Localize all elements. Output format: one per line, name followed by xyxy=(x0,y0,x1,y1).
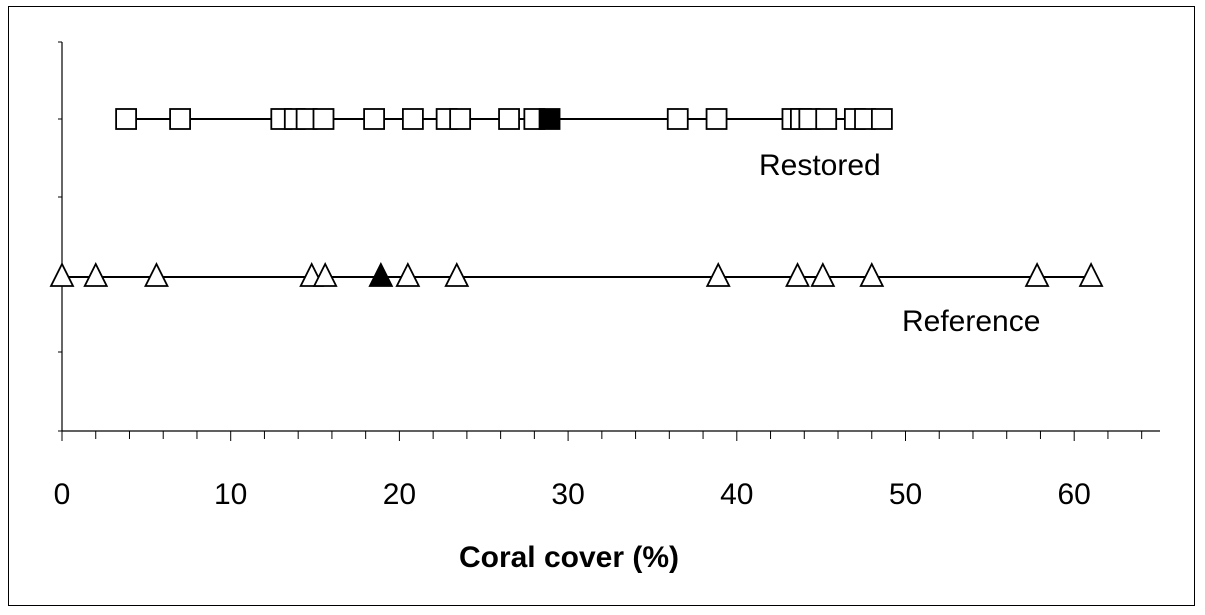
data-point-reference xyxy=(1078,261,1104,287)
series-label-restored: Restored xyxy=(759,149,881,182)
series-label-reference: Reference xyxy=(902,305,1040,338)
data-point-reference xyxy=(1024,261,1050,287)
mean-point-restored xyxy=(538,108,561,130)
data-point-restored xyxy=(115,108,138,130)
x-tick-labels: 0 10 20 30 40 50 60 xyxy=(54,478,1091,511)
data-point-restored xyxy=(363,108,385,130)
data-point-reference xyxy=(810,261,836,287)
data-point-restored xyxy=(449,108,472,130)
data-point-reference xyxy=(83,261,109,287)
data-point-reference xyxy=(312,261,338,287)
data-point-restored xyxy=(169,108,191,130)
mean-point-reference xyxy=(368,261,394,287)
chart-marks xyxy=(49,108,1104,287)
data-point-restored xyxy=(815,108,838,130)
data-point-reference xyxy=(49,261,75,287)
x-tick-label: 60 xyxy=(1058,478,1091,511)
data-point-reference xyxy=(859,261,885,287)
x-tick-label: 20 xyxy=(383,478,416,511)
data-point-reference xyxy=(444,261,470,287)
x-tick-label: 50 xyxy=(889,478,922,511)
data-point-reference xyxy=(144,261,169,287)
chart-frame: 0 10 20 30 40 50 60 Restored Reference Coral c… xyxy=(8,6,1195,606)
data-point-restored xyxy=(498,108,520,130)
x-tick-label: 0 xyxy=(54,478,71,511)
data-point-restored xyxy=(401,108,424,130)
coral-cover-chart: 0 10 20 30 40 50 60 Restored Reference Coral c… xyxy=(49,41,1160,574)
data-point-reference xyxy=(785,261,810,287)
x-axis-title: Coral cover (%) xyxy=(459,541,679,574)
data-point-restored xyxy=(870,108,893,130)
x-tick-label: 40 xyxy=(720,478,753,511)
data-point-reference xyxy=(705,261,731,287)
data-point-restored xyxy=(705,108,728,130)
data-point-restored xyxy=(312,108,335,130)
data-point-restored xyxy=(666,108,689,130)
x-tick-label: 30 xyxy=(551,478,584,511)
data-point-reference xyxy=(395,261,421,287)
x-tick-label: 10 xyxy=(214,478,247,511)
axes xyxy=(58,41,1160,441)
